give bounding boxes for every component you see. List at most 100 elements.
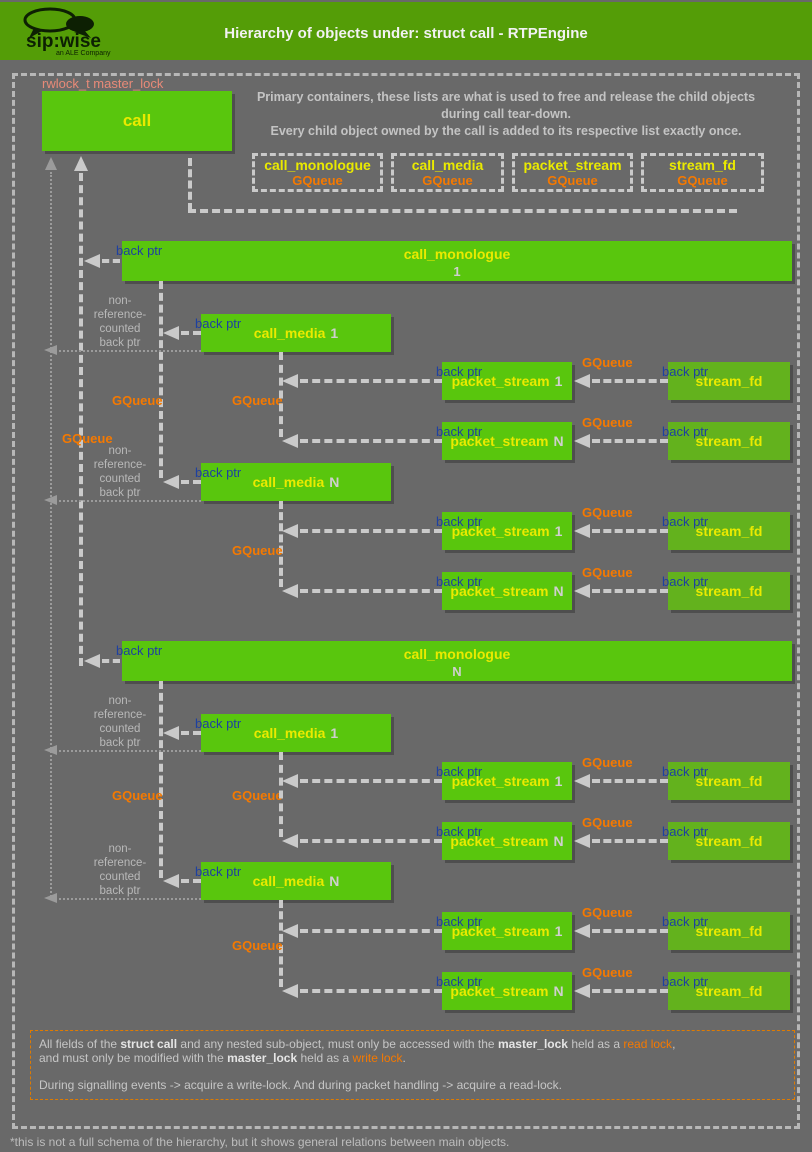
non-ref-line bbox=[52, 898, 201, 900]
packet-stream-box: packet_stream N bbox=[442, 572, 572, 610]
node-title: stream_fd bbox=[695, 583, 763, 599]
arrowhead-left-icon bbox=[163, 475, 179, 489]
node-index: N bbox=[329, 474, 340, 490]
queue-bracket-line bbox=[188, 158, 192, 211]
intro-text: Primary containers, these lists are what… bbox=[210, 89, 802, 140]
stream-fd-box: stream_fd bbox=[668, 512, 790, 550]
queue-box-packet-stream: packet_stream GQueue bbox=[512, 153, 633, 192]
arrowhead-left-icon bbox=[163, 874, 179, 888]
stream-fd-box: stream_fd bbox=[668, 822, 790, 860]
node-index: N bbox=[553, 983, 564, 999]
media-back-ptr-channel bbox=[159, 281, 163, 478]
master-lock-emphasis: master_lock bbox=[227, 1051, 298, 1065]
master-lock-emphasis: master_lock bbox=[497, 1037, 568, 1051]
text: All fields of the bbox=[39, 1037, 121, 1051]
stream-fd-box: stream_fd bbox=[668, 972, 790, 1010]
gqueue-label: GQueue bbox=[232, 543, 283, 558]
gqueue-line bbox=[592, 929, 668, 933]
arrowhead-left-icon bbox=[163, 326, 179, 340]
gqueue-label: GQueue bbox=[582, 815, 633, 830]
header-bar: sip:wise an ALE Company Hierarchy of obj… bbox=[0, 2, 812, 60]
back-ptr-label: back ptr bbox=[116, 643, 163, 658]
queue-box-label: packet_stream bbox=[523, 157, 622, 173]
non-ref-label: non- reference- counted back ptr bbox=[93, 295, 147, 349]
node-index: 1 bbox=[554, 523, 563, 539]
back-ptr-label: back ptr bbox=[436, 364, 483, 379]
queue-box-call-media: call_media GQueue bbox=[391, 153, 504, 192]
back-ptr-label: back ptr bbox=[662, 514, 709, 529]
gqueue-channel bbox=[279, 352, 283, 437]
gqueue-label: GQueue bbox=[582, 565, 633, 580]
arrowhead-left-icon bbox=[574, 374, 590, 388]
non-ref-label: non- reference- counted back ptr bbox=[93, 843, 147, 897]
gqueue-line bbox=[300, 379, 442, 383]
back-ptr-label: back ptr bbox=[195, 716, 242, 731]
queue-box-type: GQueue bbox=[677, 173, 728, 188]
text: and any nested sub-object, must only be … bbox=[177, 1037, 498, 1051]
gqueue-line bbox=[300, 439, 442, 443]
media-back-ptr-channel bbox=[159, 681, 163, 878]
back-ptr-label: back ptr bbox=[195, 316, 242, 331]
arrowhead-left-icon bbox=[282, 524, 298, 538]
footnote: *this is not a full schema of the hierar… bbox=[10, 1135, 510, 1149]
back-ptr-line bbox=[181, 731, 201, 735]
diagram-frame bbox=[12, 73, 800, 1129]
gqueue-label: GQueue bbox=[112, 788, 163, 803]
gqueue-label: GQueue bbox=[232, 788, 283, 803]
gqueue-line bbox=[592, 379, 668, 383]
intro-line-3: Every child object owned by the call is … bbox=[270, 124, 742, 138]
node-index: 1 bbox=[554, 923, 563, 939]
gqueue-channel bbox=[279, 501, 283, 587]
stream-fd-box: stream_fd bbox=[668, 422, 790, 460]
packet-stream-box: packet_stream N bbox=[442, 822, 572, 860]
gqueue-label: GQueue bbox=[582, 355, 633, 370]
arrowhead-left-icon bbox=[44, 345, 57, 355]
packet-stream-box: packet_stream 1 bbox=[442, 362, 572, 400]
arrowhead-left-icon bbox=[282, 984, 298, 998]
gqueue-line bbox=[300, 839, 442, 843]
call-box: call bbox=[42, 91, 232, 151]
node-title: packet_stream bbox=[450, 433, 549, 449]
gqueue-label: GQueue bbox=[582, 755, 633, 770]
back-ptr-label: back ptr bbox=[436, 824, 483, 839]
gqueue-label: GQueue bbox=[582, 505, 633, 520]
gqueue-line bbox=[592, 439, 668, 443]
queue-box-stream-fd: stream_fd GQueue bbox=[641, 153, 764, 192]
arrowhead-left-icon bbox=[574, 584, 590, 598]
gqueue-channel bbox=[279, 900, 283, 987]
arrowhead-left-icon bbox=[574, 434, 590, 448]
node-title: stream_fd bbox=[695, 433, 763, 449]
arrowhead-left-icon bbox=[282, 374, 298, 388]
arrowhead-left-icon bbox=[282, 924, 298, 938]
node-index: 1 bbox=[453, 264, 461, 279]
queue-box-type: GQueue bbox=[292, 173, 343, 188]
back-ptr-label: back ptr bbox=[662, 974, 709, 989]
queue-bracket-line bbox=[188, 209, 737, 213]
node-index: N bbox=[329, 873, 340, 889]
gqueue-line bbox=[300, 779, 442, 783]
arrowhead-left-icon bbox=[44, 745, 57, 755]
node-title: packet_stream bbox=[451, 523, 550, 539]
node-index: 1 bbox=[554, 373, 563, 389]
node-title: packet_stream bbox=[451, 923, 550, 939]
lock-rules-line-3: During signalling events -> acquire a wr… bbox=[39, 1078, 562, 1092]
arrowhead-left-icon bbox=[282, 584, 298, 598]
back-ptr-label: back ptr bbox=[436, 974, 483, 989]
non-ref-back-ptr-channel bbox=[50, 172, 52, 900]
back-ptr-label: back ptr bbox=[436, 574, 483, 589]
node-title: stream_fd bbox=[695, 773, 763, 789]
arrowhead-left-icon bbox=[574, 524, 590, 538]
node-title: call_media bbox=[253, 725, 326, 741]
text: held as a bbox=[567, 1037, 624, 1051]
node-title: call_monologue bbox=[403, 646, 511, 662]
svg-text:an ALE Company: an ALE Company bbox=[56, 50, 111, 57]
stream-fd-box: stream_fd bbox=[668, 762, 790, 800]
back-ptr-label: back ptr bbox=[436, 514, 483, 529]
arrowhead-left-icon bbox=[84, 654, 100, 668]
gqueue-label: GQueue bbox=[62, 431, 113, 446]
rwlock-label: rwlock_t master_lock bbox=[42, 76, 164, 91]
back-ptr-label: back ptr bbox=[436, 424, 483, 439]
packet-stream-box: packet_stream 1 bbox=[442, 762, 572, 800]
gqueue-line bbox=[300, 529, 442, 533]
gqueue-channel bbox=[279, 752, 283, 837]
